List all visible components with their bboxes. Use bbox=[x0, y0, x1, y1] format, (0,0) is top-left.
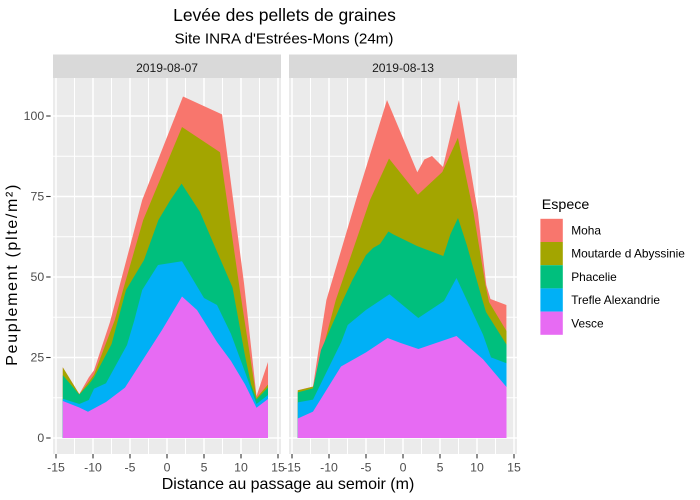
svg-text:15: 15 bbox=[507, 460, 521, 474]
svg-text:50: 50 bbox=[31, 270, 45, 284]
svg-text:Phacelie: Phacelie bbox=[571, 270, 617, 284]
svg-text:10: 10 bbox=[234, 460, 248, 474]
svg-text:5: 5 bbox=[201, 460, 208, 474]
svg-text:75: 75 bbox=[31, 190, 45, 204]
svg-text:Trefle Alexandrie: Trefle Alexandrie bbox=[571, 293, 660, 307]
svg-text:-5: -5 bbox=[125, 460, 136, 474]
svg-text:15: 15 bbox=[271, 460, 285, 474]
svg-text:0: 0 bbox=[164, 460, 171, 474]
svg-text:-15: -15 bbox=[47, 460, 65, 474]
svg-text:Espece: Espece bbox=[542, 197, 590, 213]
svg-text:0: 0 bbox=[37, 431, 44, 445]
svg-text:2019-08-13: 2019-08-13 bbox=[372, 61, 434, 75]
svg-text:5: 5 bbox=[437, 460, 444, 474]
svg-text:-15: -15 bbox=[283, 460, 301, 474]
svg-text:-5: -5 bbox=[361, 460, 372, 474]
svg-text:Moha: Moha bbox=[571, 224, 601, 238]
svg-text:Site INRA d'Estrées-Mons (24m): Site INRA d'Estrées-Mons (24m) bbox=[175, 31, 394, 48]
svg-text:Moutarde d Abyssinie: Moutarde d Abyssinie bbox=[571, 247, 685, 261]
svg-text:100: 100 bbox=[24, 109, 45, 123]
svg-text:-10: -10 bbox=[320, 460, 338, 474]
svg-text:Levée des pellets de graines: Levée des pellets de graines bbox=[173, 5, 396, 25]
svg-text:10: 10 bbox=[470, 460, 484, 474]
svg-text:0: 0 bbox=[400, 460, 407, 474]
svg-text:Vesce: Vesce bbox=[571, 316, 604, 330]
svg-text:Peuplement (plte/m²): Peuplement (plte/m²) bbox=[4, 185, 21, 366]
svg-text:25: 25 bbox=[31, 351, 45, 365]
svg-text:2019-08-07: 2019-08-07 bbox=[136, 61, 198, 75]
svg-text:-10: -10 bbox=[84, 460, 102, 474]
svg-text:Distance au passage au semoir: Distance au passage au semoir (m) bbox=[162, 476, 415, 493]
